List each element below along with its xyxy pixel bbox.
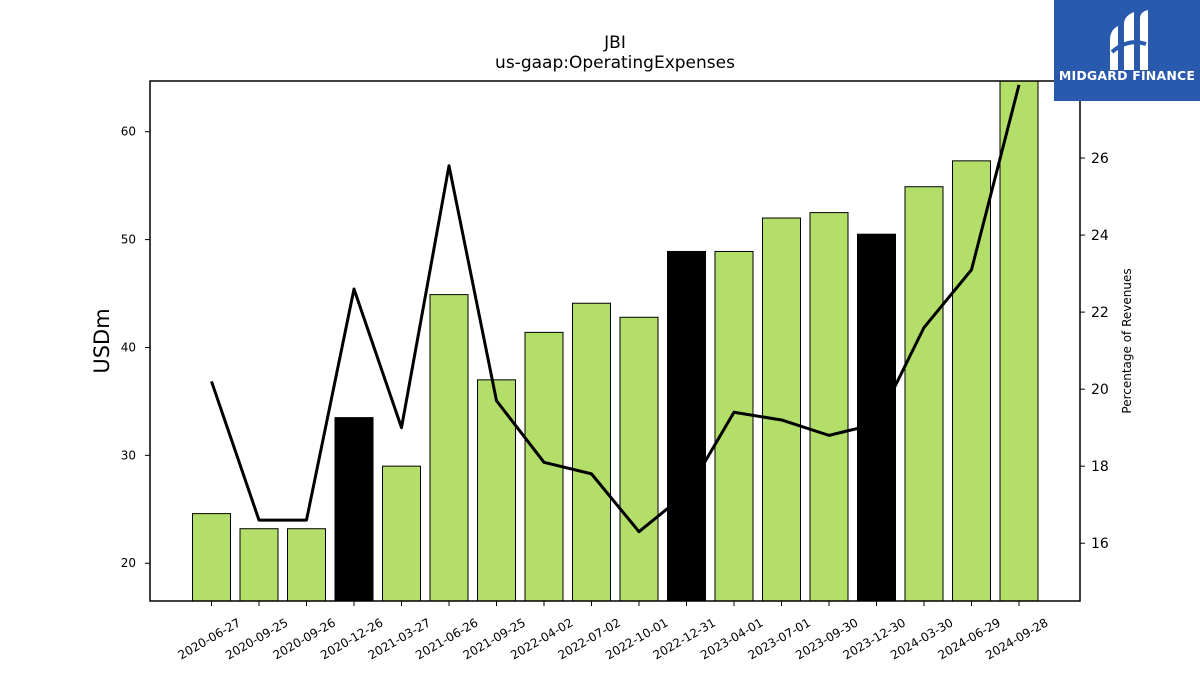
bar-2021-03-27 [382,465,421,602]
chart-title: JBI [603,33,626,53]
y2-axis: 16 18 20 22 24 26 [1080,151,1109,552]
y-axis-label: USDm [90,308,114,373]
midgard-finance-logo: MIDGARD FINANCE [1054,0,1200,101]
bar-2020-09-26 [287,528,326,602]
bar-2023-04-01 [714,250,754,602]
y-tick-label: 40 [121,340,136,354]
y-tick-label: 20 [121,556,136,570]
bar-2020-12-26 [334,417,374,602]
line-group [210,84,1021,534]
bar-2024-03-30 [904,186,944,602]
y-tick-label: 60 [121,125,136,139]
bar-2022-10-01 [619,316,659,602]
y2-tick-label: 26 [1091,151,1109,167]
y-tick-label: 50 [121,233,136,247]
y2-tick-label: 18 [1091,459,1109,475]
y2-tick-label: 16 [1091,536,1109,552]
bar-2020-09-25 [239,528,279,602]
bar-2021-09-25 [477,379,516,602]
bars-group [192,80,1039,602]
bar-2021-06-26 [429,294,469,602]
y-axis: 20 30 40 50 60 [121,125,150,570]
y2-tick-label: 24 [1091,228,1109,244]
bar-2024-06-29 [952,160,991,602]
x-axis: 2020-06-272020-09-252020-09-262020-12-26… [176,601,1051,662]
chart-subtitle: us-gaap:OperatingExpenses [495,53,735,73]
logo-text: MIDGARD FINANCE [1058,68,1196,83]
plot-frame [149,80,1081,602]
bar-2024-09-28 [999,80,1039,602]
percentage-line [210,84,1021,534]
y2-tick-label: 20 [1091,382,1109,398]
bar-2023-07-01 [762,217,801,602]
y2-axis-label: Percentage of Revenues [1120,268,1134,413]
bar-2023-12-30 [857,233,896,602]
bar-2022-12-31 [667,250,706,602]
logo-mark-icon [1110,10,1148,70]
bar-2020-06-27 [192,513,231,602]
bar-2023-09-30 [809,212,849,602]
y-tick-label: 30 [121,448,136,462]
y2-tick-label: 22 [1091,305,1109,321]
bar-2022-07-02 [572,302,611,602]
